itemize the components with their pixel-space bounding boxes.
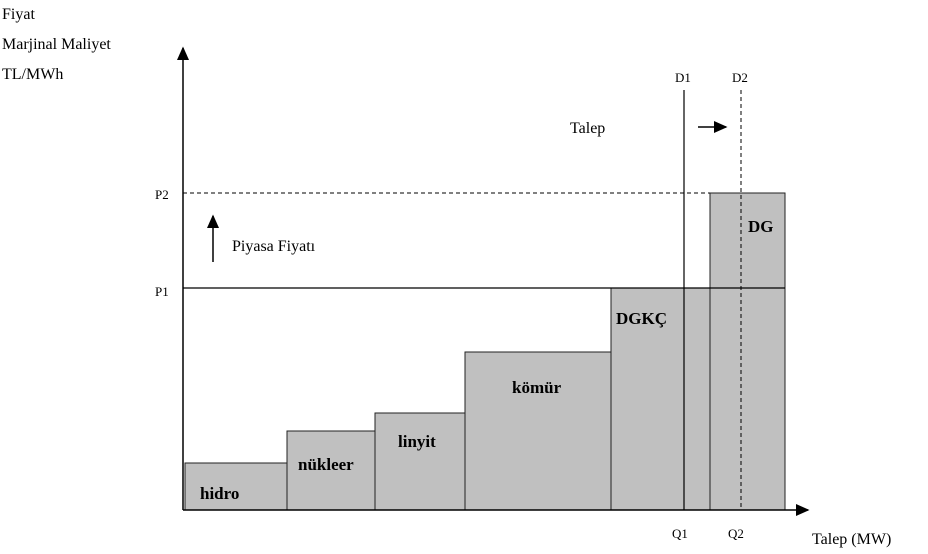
price-level: P2 <box>155 187 169 202</box>
block-label: DGKÇ <box>616 309 667 328</box>
block-label: nükleer <box>298 455 354 474</box>
block-linyit <box>374 412 466 511</box>
block-komur <box>464 351 612 511</box>
y-label: TL/MWh <box>2 66 63 83</box>
block-dgkc <box>610 287 711 511</box>
demand-annotation: Talep <box>570 120 605 137</box>
block-label: hidro <box>200 484 239 503</box>
quantity-label: Q2 <box>728 526 744 541</box>
blocks <box>184 192 786 511</box>
y-label: Marjinal Maliyet <box>2 36 111 53</box>
block-label: linyit <box>398 432 436 451</box>
x-label: Talep (MW) <box>812 531 891 548</box>
block-dg <box>709 192 786 511</box>
block-label: DG <box>748 217 774 236</box>
block-hidro <box>184 462 288 511</box>
block-nukleer <box>286 430 376 511</box>
demand-label: D2 <box>732 70 748 85</box>
block-label: kömür <box>512 378 562 397</box>
price-level: P1 <box>155 284 169 299</box>
price-annotation: Piyasa Fiyatı <box>232 238 316 255</box>
quantity-label: Q1 <box>672 526 688 541</box>
y-label: Fiyat <box>2 6 35 23</box>
demand-label: D1 <box>675 70 691 85</box>
